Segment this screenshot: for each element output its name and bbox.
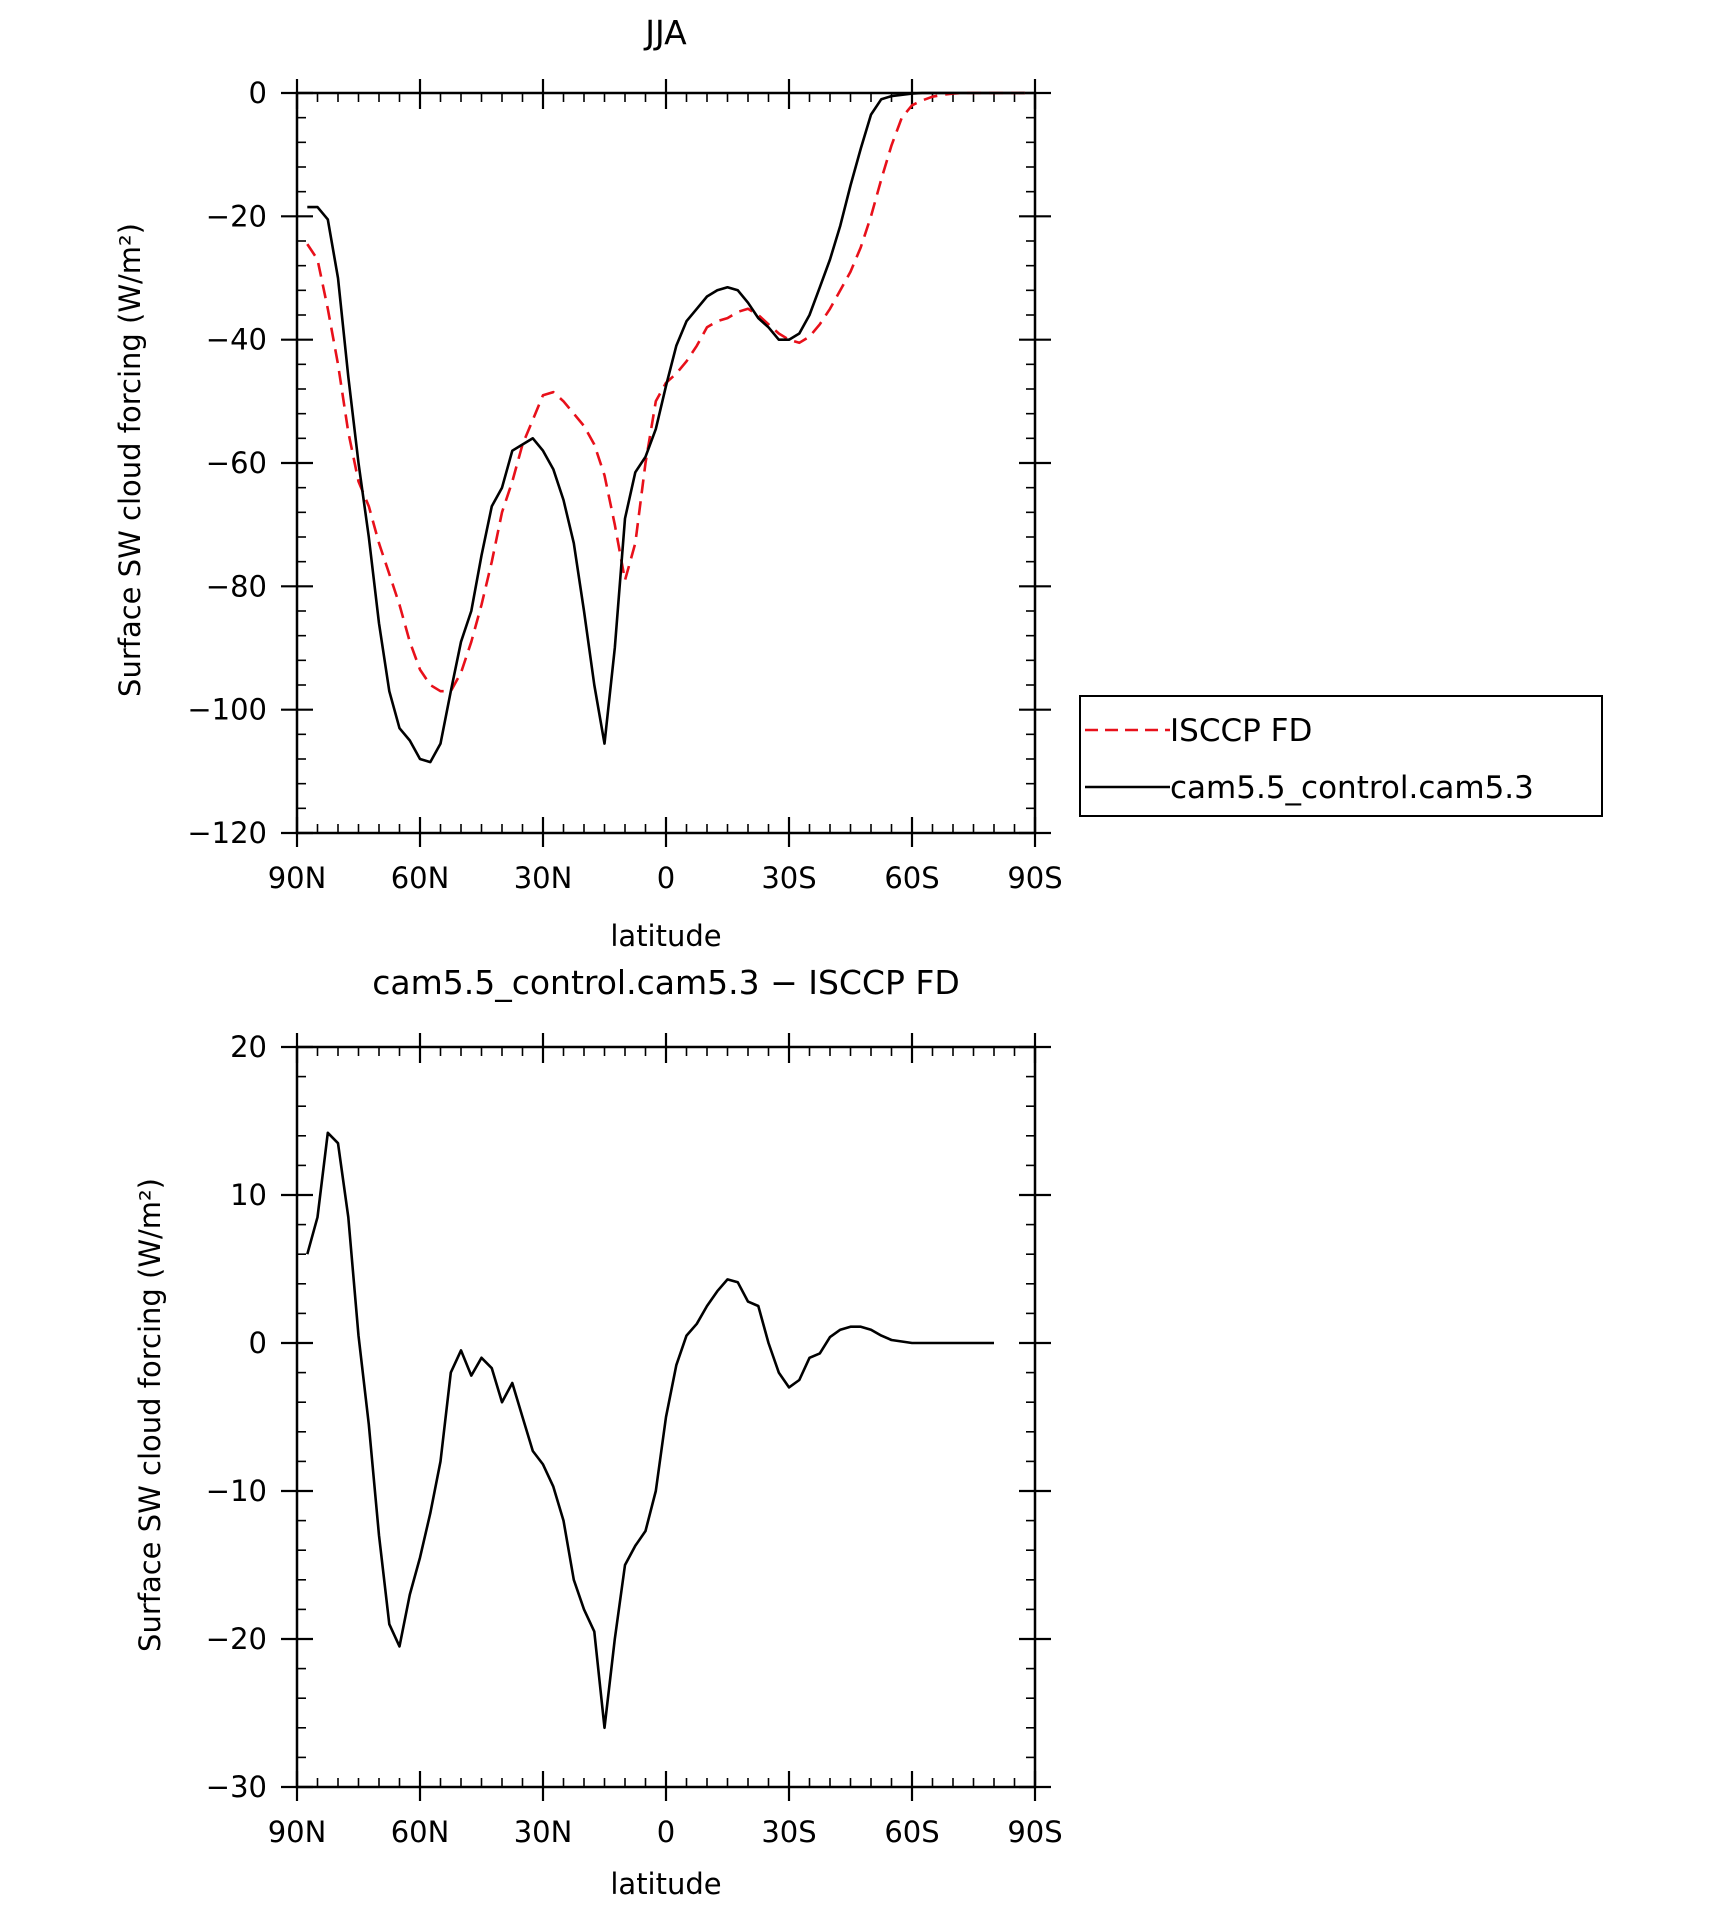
bottom-panel-x-tick-label-0: 0	[657, 1815, 675, 1849]
top-panel-x-axis-label: latitude	[610, 919, 721, 953]
top-panel-y-tick-label-20: −20	[206, 199, 267, 233]
bottom-panel-series-line-difference	[306, 1131, 994, 1730]
top-panel-x-tick-label-60s: 60S	[884, 861, 939, 895]
bottom-panel-x-tick-label-30s: 30S	[761, 1815, 816, 1849]
top-panel-y-tick-label-60: −60	[206, 446, 267, 480]
bottom-panel-y-tick-label-20: 20	[230, 1030, 267, 1064]
legend-box	[1079, 695, 1603, 817]
bottom-panel-x-tick-label-90n: 90N	[268, 1815, 327, 1849]
top-panel-x-tick-label-90n: 90N	[268, 861, 327, 895]
bottom-panel-y-tick-label-20: −20	[206, 1622, 267, 1656]
top-panel-series-line-cam5-5-control-cam5-3	[307, 91, 1025, 764]
legend: ISCCP FD cam5.5_control.cam5.3	[1079, 695, 1603, 817]
bottom-panel-y-tick-label-10: −10	[206, 1474, 267, 1508]
legend-label-isccp-fd: ISCCP FD	[1170, 713, 1312, 749]
top-panel-y-tick-label-100: −100	[187, 693, 267, 727]
top-panel-y-tick-label-0: 0	[249, 76, 267, 110]
top-panel-x-tick-label-0: 0	[657, 861, 675, 895]
top-panel-x-tick-label-90s: 90S	[1007, 861, 1062, 895]
top-panel-y-axis-label: Surface SW cloud forcing (W/m²)	[113, 223, 147, 697]
bottom-panel-x-tick-label-30n: 30N	[514, 1815, 573, 1849]
top-panel-y-tick-label-40: −40	[206, 323, 267, 357]
top-panel-title: JJA	[643, 13, 687, 52]
top-panel-x-tick-label-60n: 60N	[391, 861, 450, 895]
legend-label-cam5-5-control: cam5.5_control.cam5.3	[1170, 770, 1534, 806]
top-panel-y-tick-label-80: −80	[206, 569, 267, 603]
top-panel-x-tick-label-30s: 30S	[761, 861, 816, 895]
bottom-panel-y-tick-label-10: 10	[230, 1178, 267, 1212]
top-panel-sw-cloud-forcing: JJA latitude Surface SW cloud forcing (W…	[113, 13, 1063, 953]
bottom-panel-difference: cam5.5_control.cam5.3 − ISCCP FD latitud…	[133, 963, 1063, 1901]
bottom-panel-x-tick-label-60n: 60N	[391, 1815, 450, 1849]
top-panel-series-line-isccp-fd	[306, 91, 1025, 693]
bottom-panel-title: cam5.5_control.cam5.3 − ISCCP FD	[372, 963, 960, 1002]
top-panel-y-tick-label-120: −120	[187, 816, 267, 850]
bottom-panel-y-tick-label-0: 0	[249, 1326, 267, 1360]
bottom-panel-y-axis-label: Surface SW cloud forcing (W/m²)	[133, 1178, 167, 1652]
top-panel-plot-frame	[295, 91, 1037, 835]
bottom-panel-x-tick-label-90s: 90S	[1007, 1815, 1062, 1849]
bottom-panel-x-axis-label: latitude	[610, 1867, 721, 1901]
top-panel-x-tick-label-30n: 30N	[514, 861, 573, 895]
bottom-panel-x-tick-label-60s: 60S	[884, 1815, 939, 1849]
bottom-panel-y-tick-label-30: −30	[206, 1770, 267, 1804]
